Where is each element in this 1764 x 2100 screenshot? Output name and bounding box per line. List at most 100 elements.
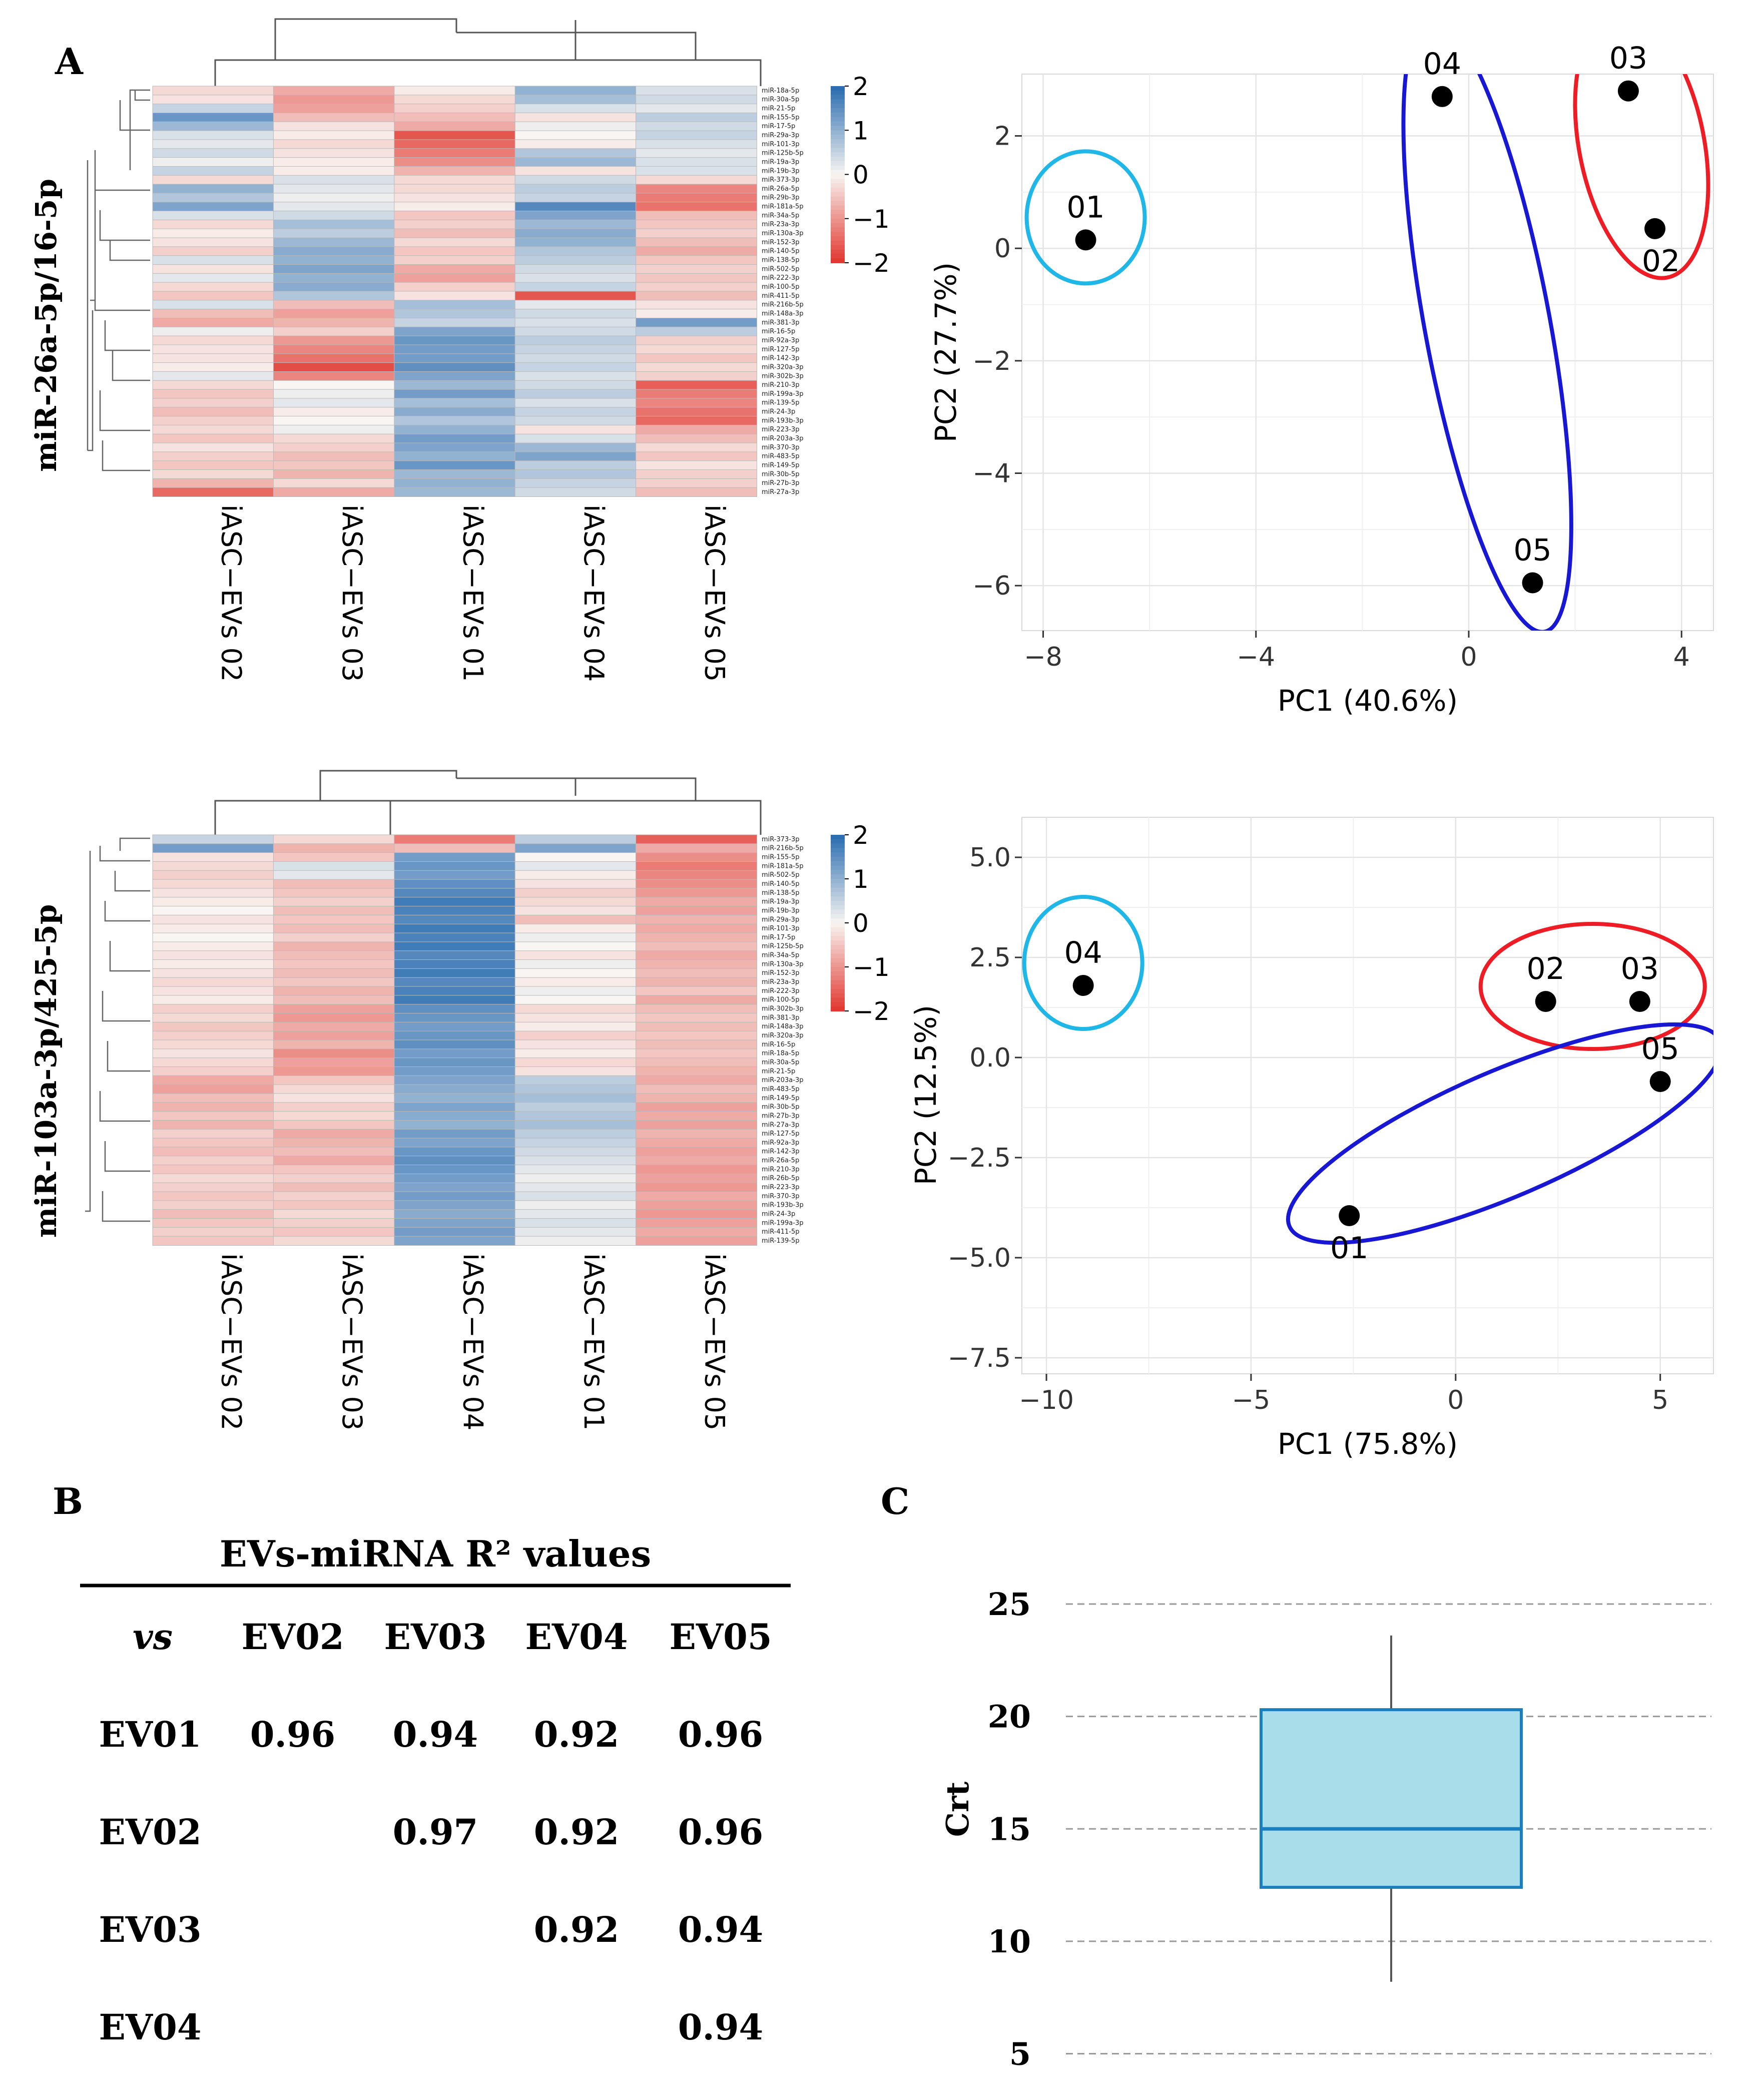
scatter-point xyxy=(1522,572,1543,594)
heatmap-cell xyxy=(514,478,637,488)
heatmap-row-label: miR-16-5p xyxy=(762,328,795,335)
heatmap-cell xyxy=(394,959,516,969)
heatmap-row-label: miR-210-3p xyxy=(762,381,800,389)
heatmap-cell xyxy=(394,380,516,390)
pca-bottom-xlabel: PC1 (75.8%) xyxy=(1278,1427,1458,1461)
heatmap-row-label: miR-502-5p xyxy=(762,265,800,273)
heatmap-row-label: miR-222-3p xyxy=(762,987,800,995)
color-scale-step xyxy=(831,958,845,963)
heatmap-cell xyxy=(152,1147,274,1157)
heatmap-cell xyxy=(636,1039,757,1049)
heatmap-cell xyxy=(636,879,757,889)
heatmap-cell xyxy=(152,148,274,158)
scatter-point xyxy=(1644,218,1666,239)
heatmap-row-label: miR-148a-3p xyxy=(762,1023,803,1030)
heatmap-cell xyxy=(636,834,757,844)
heatmap-cell xyxy=(636,353,757,363)
heatmap-cell xyxy=(514,371,637,381)
heatmap-cell xyxy=(394,906,516,916)
heatmap-cell xyxy=(394,843,516,853)
heatmap-cell xyxy=(394,353,516,363)
heatmap-cell xyxy=(514,246,637,256)
heatmap-cell xyxy=(636,175,757,185)
r2-row-label: EV01 xyxy=(99,1714,201,1755)
heatmap-cell xyxy=(394,442,516,452)
color-scale-step xyxy=(831,949,845,954)
color-scale-step xyxy=(831,112,845,118)
heatmap-cell xyxy=(394,326,516,337)
heatmap-cell xyxy=(394,1066,516,1077)
y-tick-label: 15 xyxy=(988,1811,1031,1847)
heatmap-cell xyxy=(636,1218,757,1228)
heatmap-cell xyxy=(636,950,757,960)
heatmap-row-label: miR-30b-5p xyxy=(762,470,799,478)
heatmap-cell xyxy=(394,1075,516,1086)
heatmap-row-label: miR-483-5p xyxy=(762,453,800,460)
heatmap-cell xyxy=(394,157,516,167)
color-scale-step xyxy=(831,135,845,140)
color-scale-step xyxy=(831,165,845,171)
heatmap-cell xyxy=(394,1236,516,1246)
heatmap-top-col-dendrogram xyxy=(214,18,762,86)
y-tick-label: 2 xyxy=(994,122,1011,152)
heatmap-cell xyxy=(394,112,516,123)
heatmap-cell xyxy=(152,897,274,907)
heatmap-cell xyxy=(514,398,637,408)
heatmap-cell xyxy=(636,977,757,987)
heatmap-cell xyxy=(636,923,757,934)
heatmap-cell xyxy=(636,211,757,221)
heatmap-cell xyxy=(636,202,757,212)
heatmap-row-label: miR-216b-5p xyxy=(762,845,804,852)
heatmap-cell xyxy=(514,1182,637,1193)
heatmap-cell xyxy=(394,1084,516,1094)
heatmap-cell xyxy=(636,362,757,372)
heatmap-cell xyxy=(514,1227,637,1237)
heatmap-cell xyxy=(636,843,757,853)
heatmap-row-label: miR-381-3p xyxy=(762,319,800,326)
r2-cell: 0.96 xyxy=(678,1714,764,1755)
heatmap-cell xyxy=(152,353,274,363)
color-scale-step xyxy=(831,227,845,233)
color-scale-step xyxy=(831,196,845,202)
color-scale-step xyxy=(831,121,845,127)
heatmap-row-label: miR-30b-5p xyxy=(762,1104,799,1111)
heatmap-cell xyxy=(273,326,395,337)
group-ellipse xyxy=(1573,74,1710,280)
heatmap-row-label: miR-19b-3p xyxy=(762,167,799,175)
heatmap-cell xyxy=(636,451,757,461)
heatmap-bottom: miR-103a-3p/425-5p miR-373-3p miR-216b-5p… xyxy=(29,770,890,1430)
point-label: 02 xyxy=(1642,244,1680,279)
color-scale-step xyxy=(831,201,845,206)
heatmap-cell xyxy=(273,469,395,479)
heatmap-cell xyxy=(152,852,274,862)
heatmap-cell xyxy=(514,1218,637,1228)
group-ellipse xyxy=(1478,922,1707,1051)
heatmap-cell xyxy=(273,166,395,176)
heatmap-cell xyxy=(514,264,637,274)
heatmap-cell xyxy=(394,1102,516,1112)
color-scale-tick-label: 2 xyxy=(853,821,869,850)
heatmap-cell xyxy=(152,460,274,470)
heatmap-cell xyxy=(273,460,395,470)
heatmap-cell xyxy=(152,1173,274,1184)
heatmap-row-label: miR-92a-3p xyxy=(762,1139,799,1147)
heatmap-cell xyxy=(152,995,274,1005)
heatmap-cell xyxy=(152,888,274,898)
heatmap-cell xyxy=(394,1021,516,1032)
heatmap-cell xyxy=(273,282,395,292)
pca-top-ylabel: PC2 (27.7%) xyxy=(929,262,963,442)
heatmap-cell xyxy=(152,237,274,247)
y-tick-label: −5.0 xyxy=(948,1243,1011,1273)
heatmap-cell xyxy=(394,344,516,354)
heatmap-row-label: miR-19a-3p xyxy=(762,158,799,166)
point-label: 04 xyxy=(1064,935,1102,970)
color-scale-step xyxy=(831,892,845,897)
heatmap-bottom-col-dendrogram xyxy=(214,770,762,835)
heatmap-cell xyxy=(273,897,395,907)
color-scale-step xyxy=(831,936,845,941)
color-scale-step xyxy=(831,143,845,149)
scatter-point xyxy=(1431,86,1453,107)
color-scale-step xyxy=(831,848,845,853)
heatmap-cell xyxy=(514,1102,637,1112)
y-tick-label: 5 xyxy=(1009,2036,1031,2072)
